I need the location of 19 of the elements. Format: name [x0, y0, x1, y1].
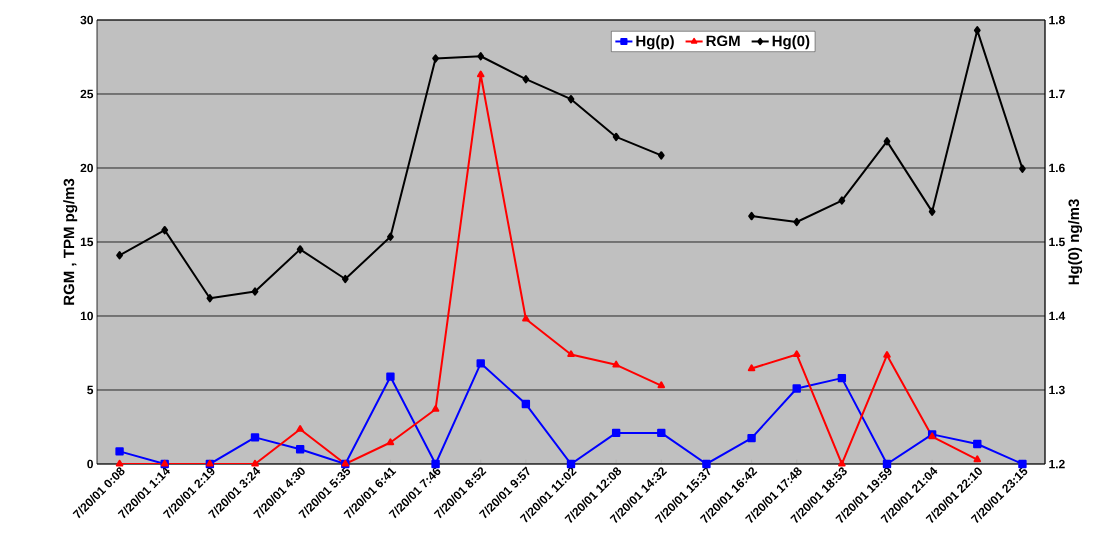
y2-tick-label: 1.7 [1049, 89, 1065, 99]
y2-tick-label: 1.4 [1049, 311, 1066, 321]
y-tick-label: 0 [87, 459, 93, 469]
legend-label: Hg(0) [772, 35, 810, 50]
y2-tick-label: 1.5 [1049, 237, 1065, 247]
y2-tick-label: 1.2 [1049, 459, 1065, 469]
y-tick-label: 30 [80, 15, 93, 25]
y-tick-label: 5 [87, 385, 94, 395]
y-tick-label: 10 [80, 311, 93, 321]
legend-label: Hg(p) [636, 35, 674, 50]
y2-tick-label: 1.6 [1049, 163, 1065, 173]
y-axis-title: RGM , TPM pg/m3 [63, 178, 78, 305]
y2-tick-label: 1.3 [1049, 385, 1065, 395]
y-tick-label: 25 [80, 89, 94, 99]
y-tick-label: 15 [80, 237, 94, 247]
legend-label: RGM [706, 35, 740, 47]
y2-tick-label: 1.8 [1049, 15, 1065, 25]
y2-axis-title: Hg(0) ng/m3 [1068, 199, 1083, 285]
y-tick-label: 20 [80, 163, 93, 173]
